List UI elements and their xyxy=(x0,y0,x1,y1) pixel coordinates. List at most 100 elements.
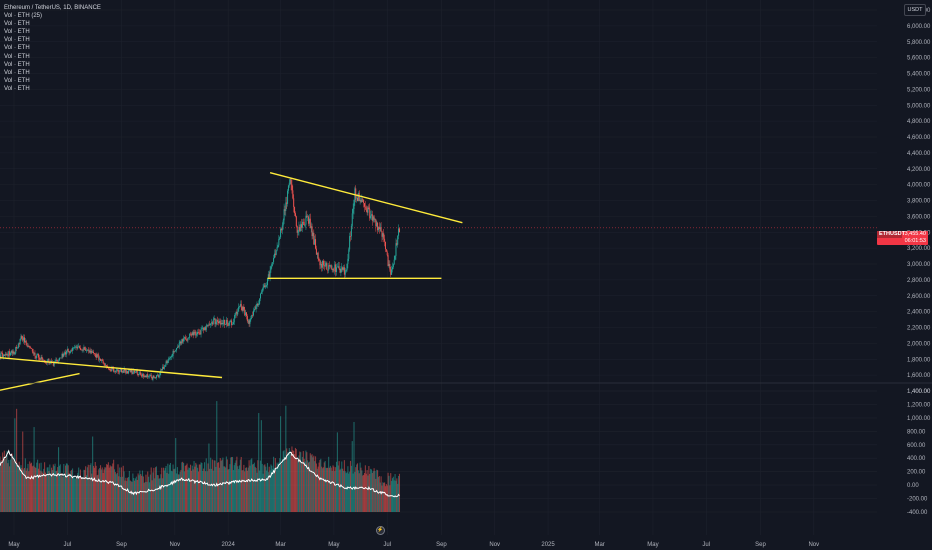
candle-body xyxy=(124,368,126,371)
volume-bar xyxy=(152,472,154,512)
currency-selector[interactable]: USDT xyxy=(904,4,926,16)
volume-bar xyxy=(294,447,296,512)
volume-bar xyxy=(10,457,12,512)
candle-body xyxy=(7,354,9,357)
candle-body xyxy=(386,251,388,256)
candle-body xyxy=(35,356,37,359)
legend-line[interactable]: Vol · ETH xyxy=(4,85,30,92)
volume-bar xyxy=(274,458,276,512)
volume-bar xyxy=(249,465,251,512)
candle-body xyxy=(59,357,61,359)
volume-bar xyxy=(74,478,76,512)
candle-body xyxy=(339,268,341,273)
candle-body xyxy=(78,346,80,347)
candle-body xyxy=(319,260,321,266)
volume-bar xyxy=(54,463,56,512)
volume-bar xyxy=(170,470,172,512)
price-tick-label: 5,000.00 xyxy=(907,103,931,109)
candle-body xyxy=(146,374,148,377)
candle-body xyxy=(96,354,98,358)
candle-body xyxy=(334,264,336,271)
volume-bar xyxy=(51,470,53,512)
legend-line[interactable]: Vol · ETH xyxy=(4,61,30,68)
candle-body xyxy=(388,264,390,266)
candle-body xyxy=(337,266,339,267)
volume-bar xyxy=(126,481,128,512)
price-tick-label: 4,600.00 xyxy=(907,135,931,141)
legend-line[interactable]: Vol · ETH xyxy=(4,29,30,36)
legend-line[interactable]: Vol · ETH xyxy=(4,45,30,52)
volume-bar xyxy=(231,457,233,512)
volume-bar xyxy=(182,461,184,512)
volume-bar xyxy=(44,462,46,512)
volume-bar xyxy=(271,465,273,512)
volume-bar xyxy=(83,469,85,512)
volume-bar xyxy=(336,432,338,512)
volume-bar xyxy=(100,469,102,512)
candle-body xyxy=(292,190,294,199)
candle-body xyxy=(183,338,185,342)
volume-bar xyxy=(168,473,170,512)
volume-bar xyxy=(391,480,393,512)
candle-body xyxy=(345,270,347,272)
candle-body xyxy=(322,260,324,266)
volume-bar xyxy=(77,472,79,512)
time-tick-label: Nov xyxy=(808,542,819,548)
volume-bar xyxy=(310,455,312,512)
volume-bar xyxy=(234,462,236,512)
volume-bar xyxy=(44,472,47,512)
volume-bar xyxy=(340,468,342,512)
volume-bar xyxy=(29,461,31,512)
volume-bar xyxy=(361,470,363,512)
candle-body xyxy=(209,324,211,326)
candle-body xyxy=(77,346,79,349)
candle-body xyxy=(362,199,364,200)
candle-body xyxy=(94,353,96,355)
volume-bar xyxy=(370,469,373,512)
volume-bar xyxy=(94,462,96,512)
volume-bar xyxy=(294,454,296,512)
volume-bar xyxy=(199,464,201,512)
candle-body xyxy=(125,370,127,374)
candle-body xyxy=(207,325,209,326)
candle-body xyxy=(126,371,128,374)
legend-line[interactable]: Vol · ETH xyxy=(4,37,30,44)
volume-bar xyxy=(343,460,345,512)
legend-line[interactable]: Vol · ETH xyxy=(4,77,30,84)
volume-bar xyxy=(148,482,151,512)
candle-body xyxy=(204,327,206,330)
go-to-realtime-button[interactable]: ⚡ xyxy=(376,526,385,535)
candle-body xyxy=(370,214,372,216)
candle-body xyxy=(239,306,241,307)
volume-bar xyxy=(224,466,226,512)
legend-line[interactable]: Vol · ETH (25) xyxy=(4,13,43,20)
volume-bar xyxy=(64,476,66,512)
candle-body xyxy=(213,318,215,320)
candle-body xyxy=(327,269,329,271)
volume-bar xyxy=(110,466,112,512)
chart-legend: Ethereum / TetherUS, 1D, BINANCE Vol · E… xyxy=(4,4,101,93)
candle-body xyxy=(318,258,320,261)
candle-body xyxy=(323,265,325,267)
volume-bar xyxy=(86,467,88,512)
volume-tick-label: 400.00 xyxy=(907,456,926,462)
volume-bar xyxy=(72,477,74,512)
candle-body xyxy=(103,363,105,365)
candle-body xyxy=(380,227,382,231)
candle-body xyxy=(129,369,131,373)
volume-bar xyxy=(217,462,220,512)
legend-line[interactable]: Vol · ETH xyxy=(4,69,30,76)
candle-body xyxy=(304,224,306,226)
time-tick-label: Mar xyxy=(594,542,604,548)
candle-body xyxy=(331,268,333,270)
legend-title: Ethereum / TetherUS, 1D, BINANCE xyxy=(4,5,101,11)
volume-bar xyxy=(325,467,327,512)
legend-line[interactable]: Vol · ETH xyxy=(4,21,30,28)
legend-line[interactable]: Vol · ETH xyxy=(4,53,30,60)
candle-body xyxy=(284,209,286,211)
candle-body xyxy=(127,371,129,374)
volume-bar xyxy=(358,473,360,512)
volume-bar xyxy=(342,468,344,512)
volume-bar xyxy=(308,462,310,512)
